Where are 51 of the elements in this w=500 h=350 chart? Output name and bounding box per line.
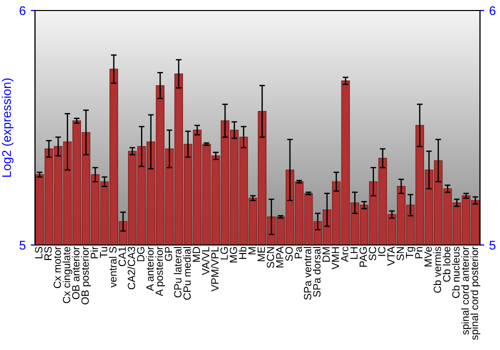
- x-tick-label: SPa dorsal: [312, 247, 321, 297]
- x-tick-label: SC: [368, 246, 376, 260]
- x-tick-label: A posterior: [155, 246, 166, 296]
- x-tick-label: Cb nucleus: [452, 246, 460, 298]
- x-tick-label: OB anterior: [72, 246, 80, 300]
- x-tick-label: ME: [258, 246, 265, 262]
- x-tick-label: RS: [44, 246, 52, 260]
- x-tick-label: SO: [285, 246, 293, 261]
- x-tick-label: SCN: [266, 247, 274, 268]
- x-tick-label: A anterior: [146, 246, 154, 291]
- x-tick-label: Tu: [100, 247, 108, 258]
- x-tick-label: VMH: [332, 247, 339, 270]
- x-tick-label: CA1: [118, 246, 126, 266]
- x-tick-label: spinal cord anterior: [461, 246, 471, 335]
- y-axis-title: Log2 (expression): [2, 78, 14, 177]
- x-tick-label: MPA: [276, 246, 284, 268]
- x-tick-label: MG: [230, 247, 238, 262]
- x-tick-label: Pir: [90, 246, 98, 258]
- x-tick-label: Hb: [238, 246, 246, 259]
- x-tick-label: Pa: [294, 246, 302, 258]
- x-tick-label: Cb vermis: [433, 246, 442, 293]
- x-tick-label: MD: [192, 246, 200, 262]
- x-tick-label: M: [248, 247, 256, 254]
- x-tick-label: MVe: [424, 246, 432, 266]
- x-tick-label: Pn: [415, 247, 422, 258]
- x-tick-label: DG: [137, 247, 144, 262]
- x-tick-label: VA/VL: [202, 246, 210, 276]
- x-tick-label: CPu medial: [183, 247, 191, 300]
- x-tick-label: Cx motor: [54, 246, 61, 288]
- x-tick-label: CPu lateral: [174, 247, 182, 298]
- x-tick-label: Cx cingulate: [62, 246, 72, 304]
- x-tick-label: LG: [220, 247, 228, 260]
- x-tick-label: LH: [350, 247, 358, 259]
- x-tick-label: Tg: [406, 247, 416, 258]
- x-tick-label: IC: [378, 246, 386, 256]
- x-tick-label: spinal cord posterior: [470, 246, 480, 340]
- x-tick-label: OB posterior: [81, 246, 91, 304]
- x-tick-label: ventral S: [108, 246, 117, 288]
- x-tick-label: LS: [35, 246, 42, 258]
- x-tick-label: GP: [164, 246, 172, 261]
- x-tick-label: SPa ventral: [304, 247, 312, 300]
- x-tick-label: PAG: [360, 247, 367, 267]
- x-tick-label: Arc: [341, 246, 348, 262]
- y2-tick-label: 5: [490, 240, 496, 250]
- x-tick-label: DM: [322, 247, 330, 262]
- x-tick-label: SN: [396, 247, 404, 260]
- x-tick-label: VTA: [387, 246, 395, 266]
- x-tick-label: VPM/VPL: [210, 246, 219, 292]
- x-tick-label: CA2/CA3: [127, 246, 136, 290]
- y2-tick-label: 6: [490, 6, 496, 16]
- x-tick-label: Cb lobe: [442, 246, 450, 282]
